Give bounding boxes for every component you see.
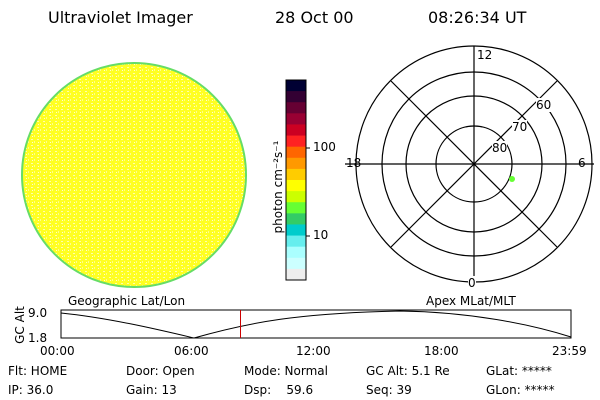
status-mode: Mode: Normal bbox=[244, 364, 328, 378]
colorbar-segment bbox=[286, 135, 306, 148]
time-label: 08:26:34 UT bbox=[428, 8, 527, 27]
polar-lat-70: 70 bbox=[512, 120, 528, 134]
colorbar-segment bbox=[286, 113, 306, 125]
colorbar-segment bbox=[286, 257, 306, 270]
colorbar-segment bbox=[286, 80, 306, 92]
timeline-right-label: Apex MLat/MLT bbox=[426, 294, 516, 308]
altitude-curve bbox=[60, 310, 572, 339]
x-tick-1200: 12:00 bbox=[296, 344, 331, 358]
earth-disk-image bbox=[21, 62, 247, 288]
polar-data-point bbox=[509, 176, 515, 182]
polar-diagonal-2 bbox=[390, 80, 558, 248]
colorbar-tick-10: 10 bbox=[313, 228, 329, 242]
colorbar-segment bbox=[286, 180, 306, 192]
status-ip: IP: 36.0 bbox=[8, 383, 54, 397]
timeline-frame bbox=[60, 309, 572, 339]
polar-label-6: 6 bbox=[578, 156, 586, 170]
status-dsp: Dsp: 59.6 bbox=[244, 383, 314, 397]
polar-lat-80: 80 bbox=[492, 141, 508, 155]
timeline-y-tick-high: 9.0 bbox=[28, 306, 48, 320]
polar-label-12: 12 bbox=[477, 48, 493, 62]
colorbar-tick-100: 100 bbox=[313, 140, 336, 154]
colorbar-segment bbox=[286, 246, 306, 259]
colorbar-segment bbox=[286, 91, 306, 103]
status-seq: Seq: 39 bbox=[366, 383, 412, 397]
x-tick-2359: 23:59 bbox=[552, 344, 587, 358]
status-gain: Gain: 13 bbox=[126, 383, 177, 397]
status-glat: GLat: ***** bbox=[486, 364, 552, 378]
x-tick-0600: 06:00 bbox=[174, 344, 209, 358]
timeline-left-label: Geographic Lat/Lon bbox=[68, 294, 186, 308]
polar-label-0: 0 bbox=[468, 276, 476, 290]
colorbar-segment bbox=[286, 146, 306, 159]
colorbar-segment bbox=[286, 168, 306, 181]
colorbar-segment bbox=[286, 213, 306, 225]
colorbar-segment bbox=[286, 157, 306, 170]
instrument-title: Ultraviolet Imager bbox=[48, 8, 193, 27]
status-glon: GLon: ***** bbox=[486, 383, 555, 397]
polar-lat-60: 60 bbox=[536, 98, 552, 112]
x-tick-0000: 00:00 bbox=[40, 344, 75, 358]
status-gc-alt: GC Alt: 5.1 Re bbox=[366, 364, 450, 378]
x-tick-1800: 18:00 bbox=[424, 344, 459, 358]
colorbar-segment bbox=[286, 235, 306, 248]
colorbar-segment bbox=[286, 202, 306, 214]
colorbar-segment bbox=[286, 268, 306, 281]
colorbar-segment bbox=[286, 102, 306, 114]
status-door: Door: Open bbox=[126, 364, 195, 378]
polar-label-18: 18 bbox=[346, 156, 362, 170]
colorbar-segment bbox=[286, 224, 306, 237]
colorbar-segment bbox=[286, 124, 306, 137]
date-label: 28 Oct 00 bbox=[275, 8, 354, 27]
status-flt: Flt: HOME bbox=[8, 364, 68, 378]
timeline-y-tick-low: 1.8 bbox=[28, 331, 48, 345]
colorbar-segment bbox=[286, 191, 306, 203]
